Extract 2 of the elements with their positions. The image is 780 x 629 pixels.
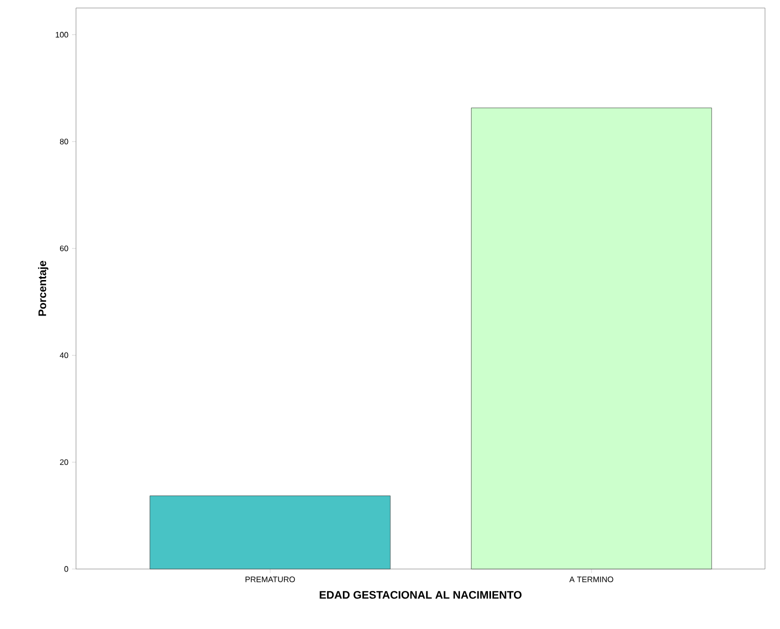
x-axis-title: EDAD GESTACIONAL AL NACIMIENTO xyxy=(320,591,522,599)
y-axis-title: Porcentaje xyxy=(38,260,48,316)
